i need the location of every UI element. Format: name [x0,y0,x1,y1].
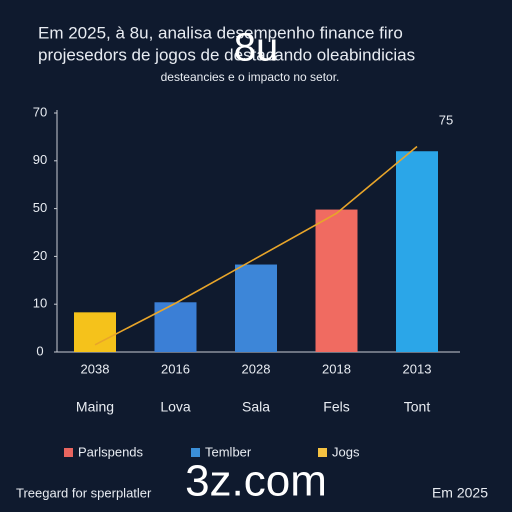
chart-title: Em 2025, à 8u, analisa desempenho financ… [38,23,403,42]
chart-title-line2: projesedors de jogos de destacando oleab… [38,45,415,64]
x-tick-label-2: Sala [242,399,270,415]
legend-label: Jogs [332,444,360,459]
y-tick-label: 70 [33,104,47,119]
footer-left: Treegard for sperplatler [16,485,152,500]
overlay: 8u [234,26,279,70]
watermark: 3z.com [185,457,327,506]
x-tick-label: 2013 [403,361,432,376]
footer-right: Em 2025 [432,485,488,501]
x-tick-label-2: Lova [160,399,191,415]
y-tick-label: 10 [33,296,47,311]
y-tick-label: 20 [33,248,47,263]
y-tick-label: 0 [36,343,43,358]
trend-line [94,145,418,346]
legend-label: Parlspends [78,444,144,459]
bar [235,264,277,352]
x-tick-label-2: Fels [323,399,349,415]
x-tick-label: 2016 [161,361,190,376]
x-tick-label-2: Maing [76,399,114,415]
annotation: 75 [439,112,453,127]
bar [315,209,358,352]
x-tick-label: 2038 [81,361,110,376]
y-tick-label: 90 [33,152,47,167]
bar [74,312,116,352]
x-tick-label-2: Tont [404,399,431,415]
legend-swatch [64,448,73,457]
x-tick-label: 2018 [322,361,351,376]
x-tick-label: 2028 [242,361,271,376]
subtitle: desteancies e o impacto no setor. [161,70,340,84]
bar [396,151,438,352]
legend-swatch [191,448,200,457]
legend-swatch [318,448,327,457]
bar [154,302,197,352]
y-tick-label: 50 [33,200,47,215]
legend-label: Temlber [205,444,252,459]
